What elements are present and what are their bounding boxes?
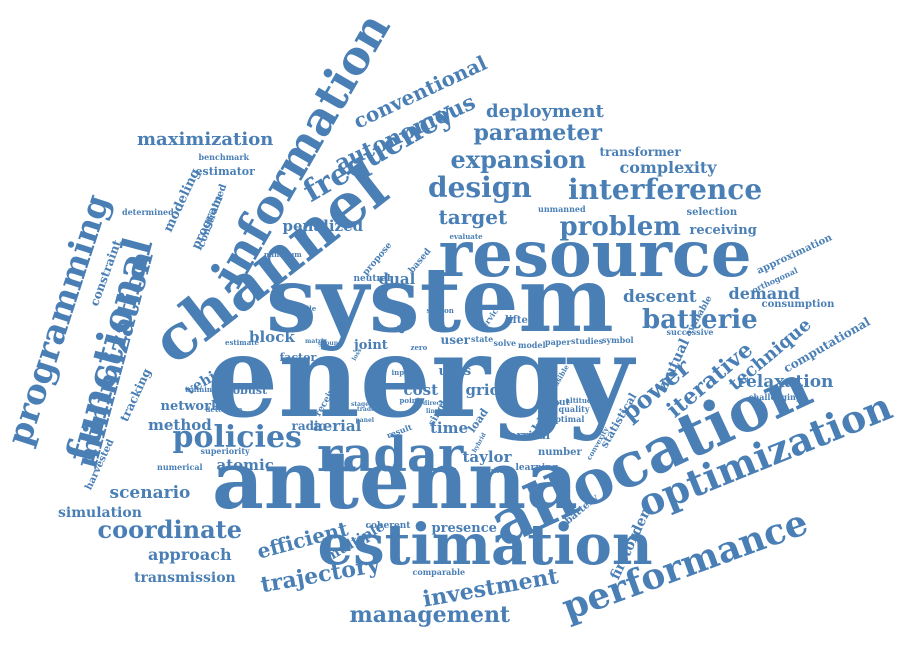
cloud-word-ground: ground [318, 340, 343, 347]
cloud-word-time: time [430, 418, 469, 437]
cloud-word-transformer: transformer [599, 145, 681, 159]
cloud-word-numerical: numerical [157, 462, 203, 472]
cloud-word-antenna: antenna [212, 433, 579, 527]
cloud-word-quality: quality [558, 404, 590, 414]
cloud-word-determined: determined [122, 207, 174, 217]
cloud-word-zero: zero [410, 342, 428, 352]
cloud-word-joint: joint [354, 337, 388, 353]
cloud-word-parameter: parameter [473, 120, 603, 146]
cloud-word-radio: radio [291, 419, 327, 433]
cloud-word-atomic: atomic [216, 455, 274, 474]
cloud-word-panel: panel [355, 417, 375, 424]
cloud-word-unmanned: unmanned [538, 204, 586, 214]
cloud-word-learning: learning [515, 462, 559, 473]
cloud-word-problem: problem [559, 212, 681, 242]
cloud-word-expansion: expansion [450, 145, 586, 174]
cloud-word-presence: presence [431, 520, 497, 536]
cloud-word-estimator: estimator [195, 164, 255, 178]
cloud-word-demand: demand [728, 284, 800, 303]
cloud-word-estimation: estimation [317, 512, 653, 578]
cloud-word-training: training [185, 384, 217, 394]
cloud-word-altitude: altitude [565, 395, 597, 405]
cloud-word-maximization: maximization [137, 129, 274, 150]
cloud-word-grid: grid [465, 380, 501, 399]
cloud-word-evaluate: evaluate [449, 231, 483, 241]
cloud-word-input: input [391, 367, 413, 377]
cloud-word-complexity: complexity [619, 158, 717, 177]
cloud-word-deployment: deployment [486, 101, 604, 122]
cloud-word-batterie: batterie [642, 305, 758, 335]
cloud-word-minimum: minimum [264, 249, 302, 259]
cloud-word-target: target [438, 205, 508, 229]
cloud-word-network: network [160, 398, 220, 414]
cloud-word-method: method [148, 415, 212, 434]
cloud-word-robust: robust [227, 383, 268, 397]
cloud-word-receiving: receiving [689, 222, 757, 238]
cloud-word-policies: policies [172, 420, 302, 455]
cloud-word-detection: detection [205, 404, 243, 414]
cloud-word-symbol: symbol [602, 335, 634, 345]
cloud-word-uavs: uavs [438, 363, 472, 379]
cloud-word-resource: resource [438, 217, 752, 292]
cloud-word-point: point [399, 395, 421, 405]
cloud-word-scenario: scenario [109, 482, 191, 503]
cloud-word-relaxation: relaxation [737, 371, 834, 392]
cloud-word-solution: solution [477, 465, 510, 475]
cloud-word-factor: factor [279, 350, 317, 364]
cloud-word-optimal: optimal [550, 414, 585, 424]
cloud-word-studies: studies [571, 336, 604, 346]
cloud-word-design: design [428, 171, 532, 204]
cloud-word-user: user [440, 333, 470, 347]
cloud-word-consumption: consumption [761, 299, 835, 310]
cloud-word-linear: linear [426, 408, 446, 415]
cloud-word-selection: selection [686, 207, 738, 218]
cloud-word-arrival: arrival [509, 428, 551, 442]
cloud-word-coordinate: coordinate [97, 515, 243, 544]
cloud-word-simulation: simulation [58, 505, 142, 521]
cloud-word-interference: interference [568, 173, 763, 206]
cloud-word-block: block [249, 327, 295, 346]
cloud-word-number: number [538, 447, 582, 458]
cloud-word-dual: dual [378, 269, 416, 288]
cloud-word-descent: descent [623, 286, 697, 307]
cloud-word-penalized: penalized [282, 216, 364, 235]
cloud-word-station: station [426, 305, 454, 315]
cloud-word-state: state [471, 334, 494, 344]
cloud-word-mobile: mobile [289, 303, 317, 313]
cloud-word-approach: approach [148, 545, 232, 564]
cloud-word-estimate: estimate [225, 337, 259, 347]
cloud-word-case: case [393, 354, 411, 364]
cloud-word-trade: trade [357, 406, 375, 413]
cloud-word-cost: cost [403, 380, 439, 399]
cloud-word-system: system [266, 247, 614, 353]
cloud-word-lifted: lifted [505, 315, 535, 326]
cloud-word-management: management [349, 602, 511, 628]
cloud-word-aerial: aerial [313, 416, 362, 435]
cloud-word-matrix: matrix [305, 338, 328, 345]
cloud-word-coherent: coherent [365, 520, 411, 531]
cloud-word-taylor: taylor [462, 447, 512, 466]
cloud-word-paper: paper [545, 337, 571, 347]
cloud-word-benchmark: benchmark [198, 152, 250, 162]
cloud-word-challenging: challenging [748, 392, 802, 402]
cloud-word-neutral: neutral [353, 273, 391, 284]
cloud-word-solve: solve [493, 338, 517, 348]
cloud-word-transmission: transmission [134, 570, 236, 586]
cloud-word-energy: energy [207, 312, 634, 443]
cloud-word-radar: radar [317, 427, 464, 483]
cloud-word-superiority: superiority [200, 446, 250, 456]
cloud-word-model: model [518, 340, 546, 350]
cloud-word-comparable: comparable [412, 567, 466, 577]
cloud-word-successive: successive [666, 327, 714, 337]
cloud-word-stage: stage [351, 401, 370, 408]
cloud-word-direct: direct [423, 400, 443, 407]
cloud-word-output: output [536, 397, 570, 408]
